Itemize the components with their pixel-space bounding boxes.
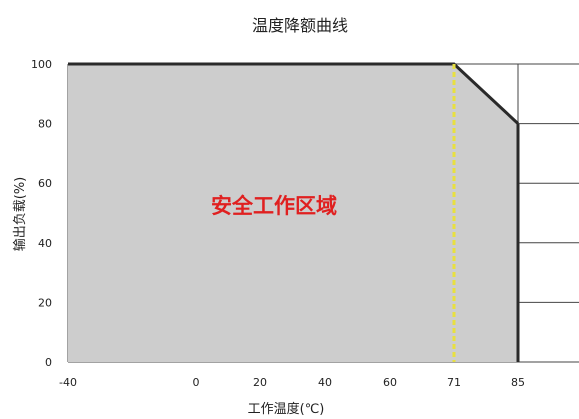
x-tick-label: 40 [318,376,332,389]
chart-title: 温度降额曲线 [252,16,348,35]
y-tick-label: 80 [38,118,52,131]
x-tick-label: 60 [383,376,397,389]
curve-layer [68,62,520,362]
y-tick-label: 100 [31,58,52,71]
y-axis-label: 输出负载(%) [12,177,28,252]
y-tick-label: 60 [38,177,52,190]
safe-zone-label: 安全工作区域 [211,194,337,218]
x-tick-label: 20 [253,376,267,389]
y-tick-label: 0 [45,356,52,369]
x-axis-label: 工作温度(℃) [248,401,325,417]
x-tick-label: 85 [511,376,525,389]
x-tick-label: 0 [193,376,200,389]
safe-area-fill [68,64,518,362]
y-tick-label: 40 [38,237,52,250]
x-tick-label: 71 [447,376,461,389]
tick-labels: -40 0 20 40 60 71 85 0 20 40 60 80 100 [31,58,525,389]
safe-area-layer [68,64,518,362]
y-tick-label: 20 [38,296,52,309]
x-tick-label: -40 [59,376,77,389]
